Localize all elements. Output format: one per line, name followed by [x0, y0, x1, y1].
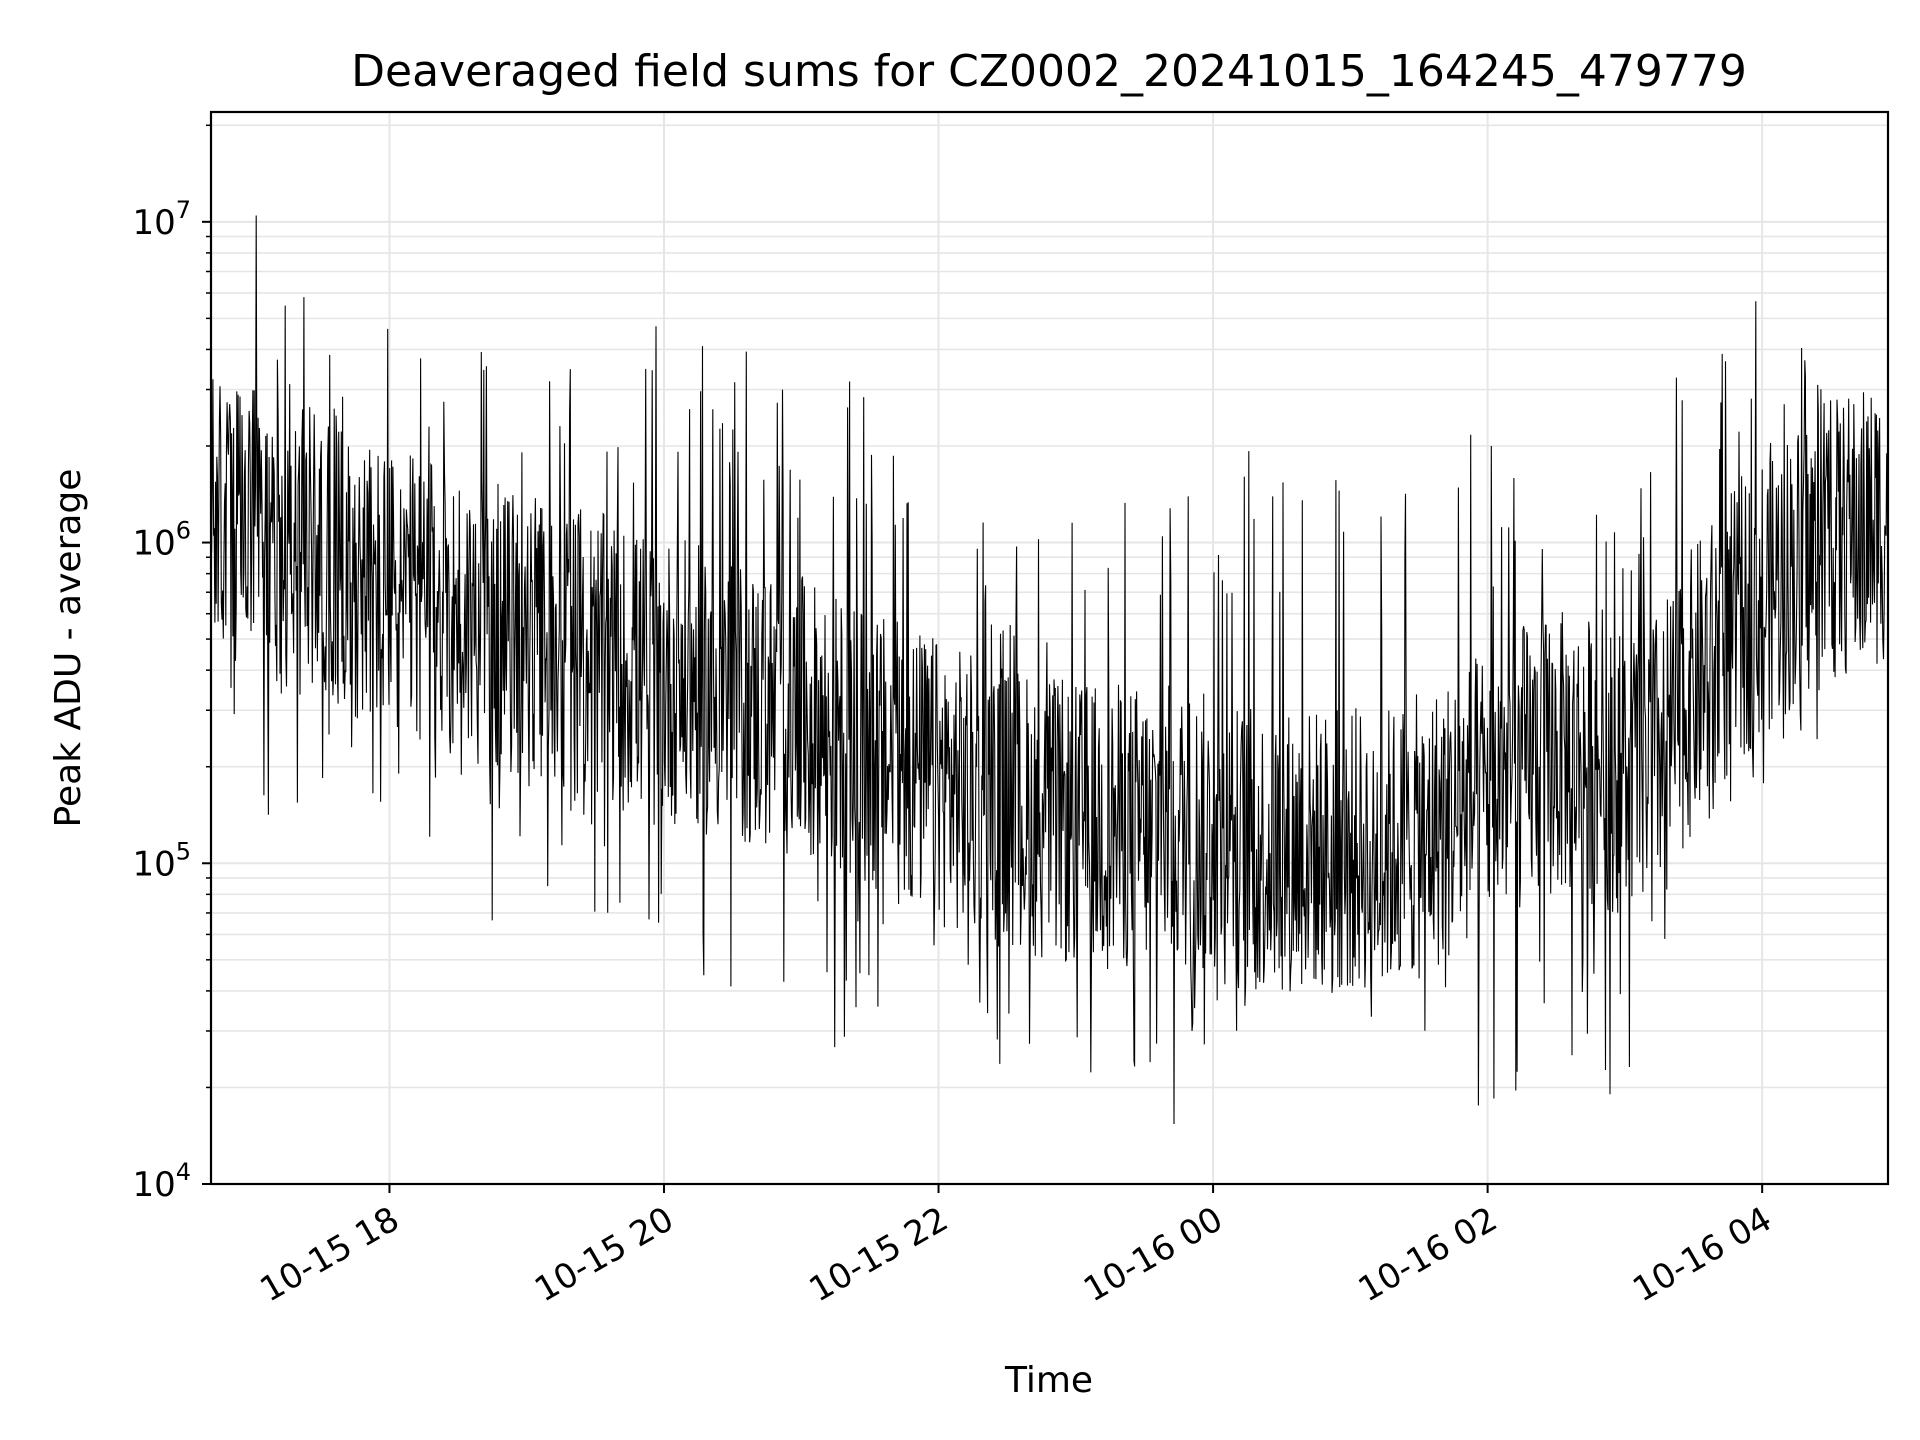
chart-title: Deaveraged field sums for CZ0002_2024101… [351, 46, 1747, 97]
y-tick-label: 105 [132, 837, 191, 884]
x-axis-label: Time [1004, 1360, 1093, 1401]
y-axis: 104 105 106 107 [132, 124, 211, 1205]
y-tick-label: 107 [132, 196, 191, 243]
y-tick-label: 104 [132, 1158, 191, 1205]
plot-area [210, 215, 1889, 1125]
plot-frame [209, 110, 1890, 1186]
y-tick-label: 106 [132, 517, 191, 564]
y-axis-label: Peak ADU - average [48, 469, 89, 828]
series-line [210, 215, 1889, 1125]
